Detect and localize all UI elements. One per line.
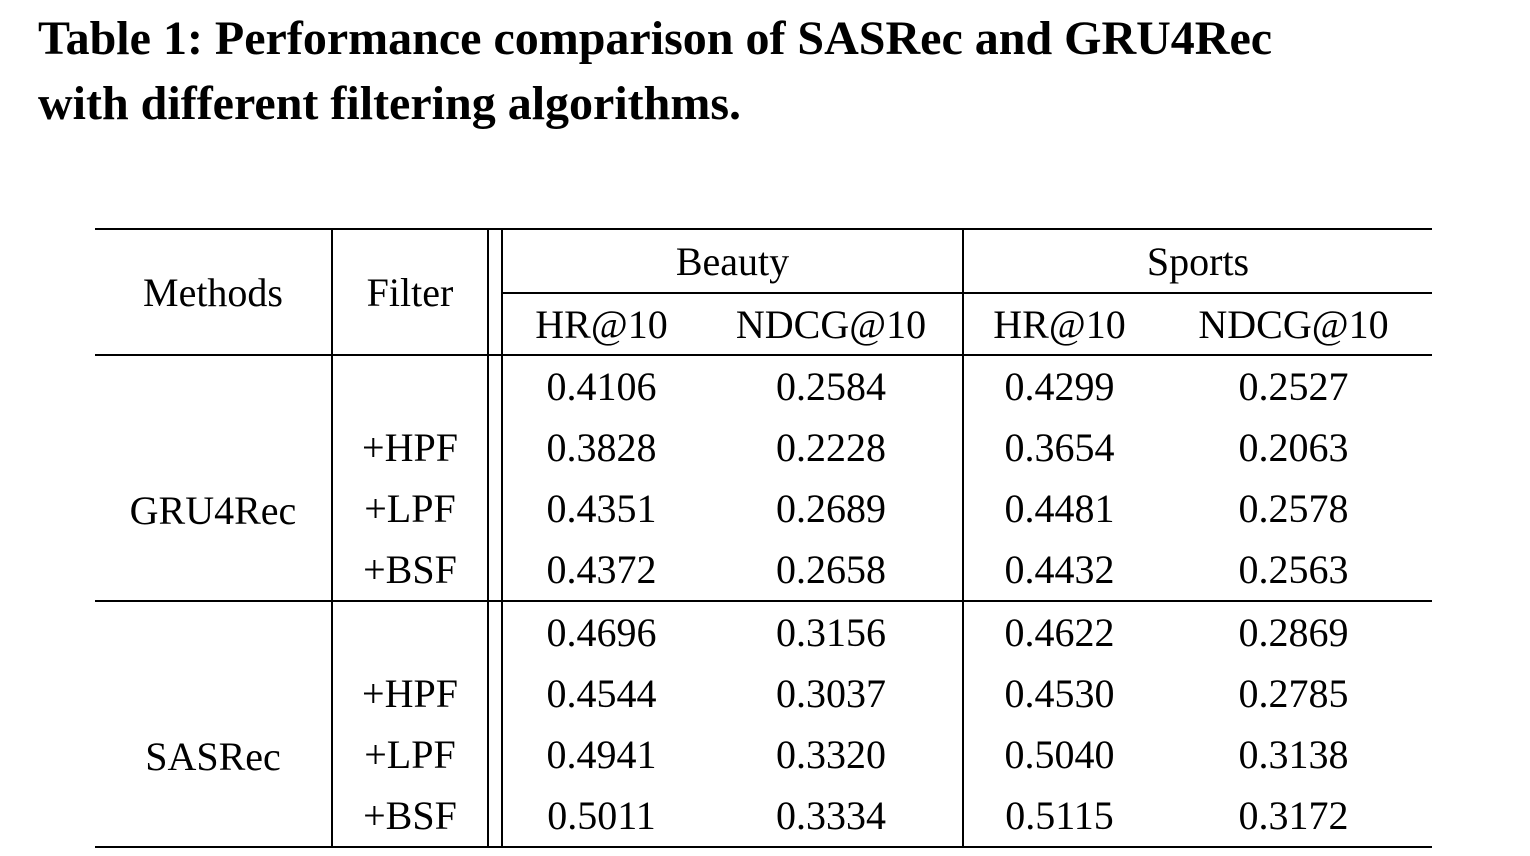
table-row: +HPF 0.3828 0.2228 0.3654 0.2063 [95,417,1432,478]
double-rule-spacer [487,478,503,539]
metric-value-cell: 0.2527 [1238,364,1349,409]
metric-value-cell: 0.4299 [962,355,1155,417]
metric-value-cell: 0.5040 [962,724,1155,785]
metric-value-cell: 0.5115 [962,785,1155,848]
metric-value-cell: 0.3334 [700,785,963,848]
table-row: +BSF 0.5011 0.3334 0.5115 0.3172 [95,785,1432,848]
filter-cell [332,355,488,417]
filter-cell: +LPF [364,732,456,777]
table-row: +LPF 0.4941 0.3320 0.5040 0.3138 [95,724,1432,785]
filter-cell: +HPF [362,425,458,470]
method-cell: SASRec [95,601,333,848]
filter-cell: +LPF [364,486,456,531]
table-row: SASRec 0.4696 0.3156 0.4622 0.2869 [95,601,1432,848]
filter-cell [332,601,488,663]
table-row: +HPF 0.4544 0.3037 0.4530 0.2785 [95,663,1432,724]
metric-value-cell: 0.2869 [1238,610,1349,655]
metric-value-cell: 0.2578 [1238,486,1349,531]
metric-value-cell: 0.3138 [1238,732,1349,777]
double-rule-spacer [487,228,503,356]
double-rule-spacer [487,355,503,417]
metric-header-row: HR@10 NDCG@10 HR@10 NDCG@10 [95,293,1432,356]
metric-value-cell: 0.4530 [962,663,1155,724]
metric-value-cell: 0.2658 [700,539,963,602]
metric-value-cell: 0.2228 [776,425,886,470]
filter-cell: +BSF [332,785,488,848]
double-rule-spacer [487,785,503,848]
metric-value-cell: 0.2584 [776,364,886,409]
double-rule-spacer [487,663,503,724]
metric-value-cell: 0.4351 [546,486,657,531]
table-row: +BSF 0.4372 0.2658 0.4432 0.2563 [95,539,1432,602]
filter-cell: +BSF [332,539,488,602]
metric-value-cell: 0.4941 [546,732,657,777]
results-table: Methods Filter Beauty Sports HR@10 NDCG@… [95,228,1432,848]
metric-value-cell: 0.4432 [962,539,1155,602]
method-cell: GRU4Rec [95,355,333,602]
metric-value-cell: 0.4696 [546,610,657,655]
double-rule-spacer [487,601,503,663]
metric-value-cell: 0.4372 [502,539,700,602]
metric-value-cell: 0.3037 [776,671,886,716]
filter-cell: +HPF [362,671,458,716]
metric-value-cell: 0.4481 [962,478,1155,539]
metric-value-cell: 0.4544 [546,671,657,716]
metric-value-cell: 0.4106 [546,364,657,409]
table-caption: Table 1: Performance comparison of SASRe… [38,12,1273,131]
double-rule-spacer [487,724,503,785]
col-header-filter: Filter [332,228,488,356]
metric-value-cell: 0.2785 [1238,671,1349,716]
metric-value-cell: 0.3156 [776,610,886,655]
metric-value-cell: 0.5011 [502,785,700,848]
col-header-beauty-ndcg10: NDCG@10 [700,293,963,356]
col-header-beauty-hr10: HR@10 [502,293,700,356]
table-row: +LPF 0.4351 0.2689 0.4481 0.2578 [95,478,1432,539]
metric-value-cell: 0.3172 [1155,785,1432,848]
method-label: SASRec [145,733,281,779]
col-header-sports-hr10: HR@10 [962,293,1155,356]
group-header-row: Methods Filter Beauty Sports [95,228,1432,356]
col-header-methods: Methods [95,228,333,356]
method-label: GRU4Rec [129,487,297,533]
metric-value-cell: 0.2063 [1238,425,1349,470]
double-rule-spacer [487,417,503,478]
col-header-sports-ndcg10: NDCG@10 [1155,293,1432,356]
metric-value-cell: 0.2689 [776,486,886,531]
double-rule-spacer [487,539,503,602]
metric-value-cell: 0.3828 [546,425,657,470]
group-header-beauty: Beauty [502,228,963,294]
metric-value-cell: 0.4622 [962,601,1155,663]
metric-value-cell: 0.2563 [1155,539,1432,602]
group-header-sports: Sports [962,228,1432,294]
metric-value-cell: 0.3654 [962,417,1155,478]
metric-value-cell: 0.3320 [776,732,886,777]
table-row: GRU4Rec 0.4106 0.2584 0.4299 0.2527 [95,355,1432,602]
